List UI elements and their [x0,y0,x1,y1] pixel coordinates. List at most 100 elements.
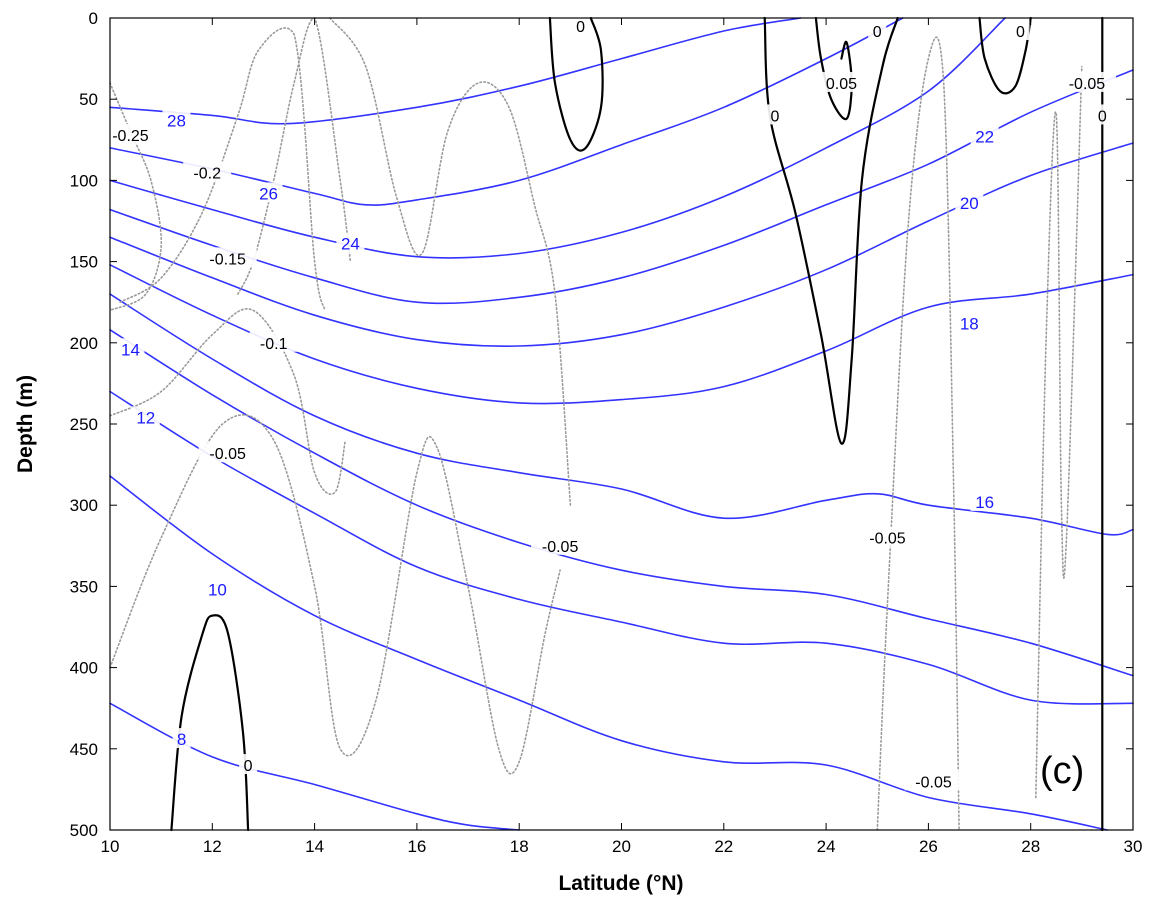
negative-contour-line [109,308,347,495]
contour-label-backdrop [336,232,365,253]
contour-label: -0.05 [869,531,906,548]
contour-label-backdrop [249,331,298,352]
contour-label: -0.15 [209,251,246,268]
contour-label-backdrop [254,182,283,203]
temperature-line [109,17,904,206]
contour-label-layer: 28 26 24 22 20 18 16 14 12 10 8 0 0 0.05 0 0 0 0 -0.25 -0.2… [101,15,1116,791]
x-axis: 10 12 14 16 18 20 22 24 26 28 30 [101,18,1143,856]
contour-label: 8 [177,730,186,749]
contour-label-backdrop [970,490,999,511]
contour-label: 26 [259,184,278,203]
contour-label: -0.2 [193,165,221,182]
y-tick-label: 250 [70,415,98,434]
contour-label: 0 [1098,108,1107,125]
negative-contour-line [329,17,572,506]
contour-label-backdrop [239,754,258,775]
contour-label-backdrop [955,192,984,213]
x-tick-label: 28 [1021,837,1040,856]
temperature-line [109,329,1134,677]
contour-label: 0 [1016,24,1025,41]
contour-label: 20 [960,194,979,213]
x-tick-label: 18 [510,837,529,856]
temperature-line [109,390,1134,705]
temperature-line [109,17,802,125]
contour-label-backdrop [198,247,257,268]
y-tick-label: 150 [70,253,98,272]
zero-contour-line [763,16,899,445]
contour-label: -0.1 [260,336,288,353]
contour-label-backdrop [203,578,232,599]
contour-label-backdrop [571,15,590,36]
contour-label: 0.05 [826,76,857,93]
contour-label: 10 [208,581,227,600]
y-axis-title: Depth (m) [14,375,37,473]
contour-label-backdrop [116,338,145,359]
negative-contour-line [119,27,326,312]
plot-background [110,18,1133,830]
contour-label-backdrop [162,109,191,130]
contour-label-backdrop [817,71,866,92]
contour-label-backdrop [1093,104,1112,125]
temperature-line [109,69,1134,305]
contour-label: 0 [873,24,882,41]
negative-contour-line [237,17,352,295]
contour-label-backdrop [1057,71,1116,92]
y-tick-label: 100 [70,171,98,190]
zero-contour-line [814,16,853,121]
contour-label: 24 [341,235,360,254]
contour-label-backdrop [868,19,887,40]
contour-label-backdrop [904,770,963,791]
x-axis-title: Latitude (°N) [558,872,683,895]
x-tick-label: 12 [203,837,222,856]
contour-label: 18 [960,314,979,333]
contour-label: -0.05 [542,539,579,556]
temperature-line [109,293,1134,536]
y-tick-label: 0 [89,9,98,28]
contour-label: 22 [975,128,994,147]
contour-label-backdrop [101,123,160,144]
contour-label-backdrop [858,526,917,547]
contour-label-backdrop [765,104,784,125]
x-tick-label: 20 [612,837,631,856]
x-tick-label: 24 [817,837,836,856]
contour-label: 0 [770,108,779,125]
contour-label-backdrop [198,442,257,463]
contour-label: -0.05 [209,446,246,463]
contour-label: -0.05 [1069,76,1106,93]
y-tick-label: 400 [70,659,98,678]
contour-label: 12 [136,409,155,428]
contour-label-backdrop [531,534,590,555]
y-tick-label: 450 [70,740,98,759]
y-tick-label: 200 [70,334,98,353]
negative-contour-line [876,36,960,831]
contour-label: 0 [244,758,253,775]
y-tick-label: 300 [70,496,98,515]
y-tick-label: 50 [79,90,98,109]
contour-label: -0.25 [112,128,149,145]
panel-label: (c) [1040,750,1084,792]
contour-label-backdrop [1011,19,1030,40]
zero-contour-line [548,16,604,152]
negative-contour-line [109,414,561,775]
contour-label-backdrop [183,161,232,182]
temperature-line [109,17,1006,259]
contour-label: 16 [975,493,994,512]
zero-contour-line [978,16,1032,95]
x-tick-label: 14 [305,837,324,856]
x-tick-label: 10 [101,837,120,856]
contour-label-backdrop [131,406,160,427]
contour-label-backdrop [970,125,999,146]
contour-label: 28 [167,111,186,130]
contour-label: 0 [576,19,585,36]
x-tick-label: 30 [1124,837,1143,856]
contour-label: 14 [121,340,140,359]
temperature-line [109,475,1109,831]
contour-label-backdrop [172,728,191,749]
x-tick-label: 26 [919,837,938,856]
y-tick-label: 350 [70,577,98,596]
x-tick-label: 16 [407,837,426,856]
y-tick-label: 500 [70,821,98,840]
zero-contour-line [170,614,250,832]
